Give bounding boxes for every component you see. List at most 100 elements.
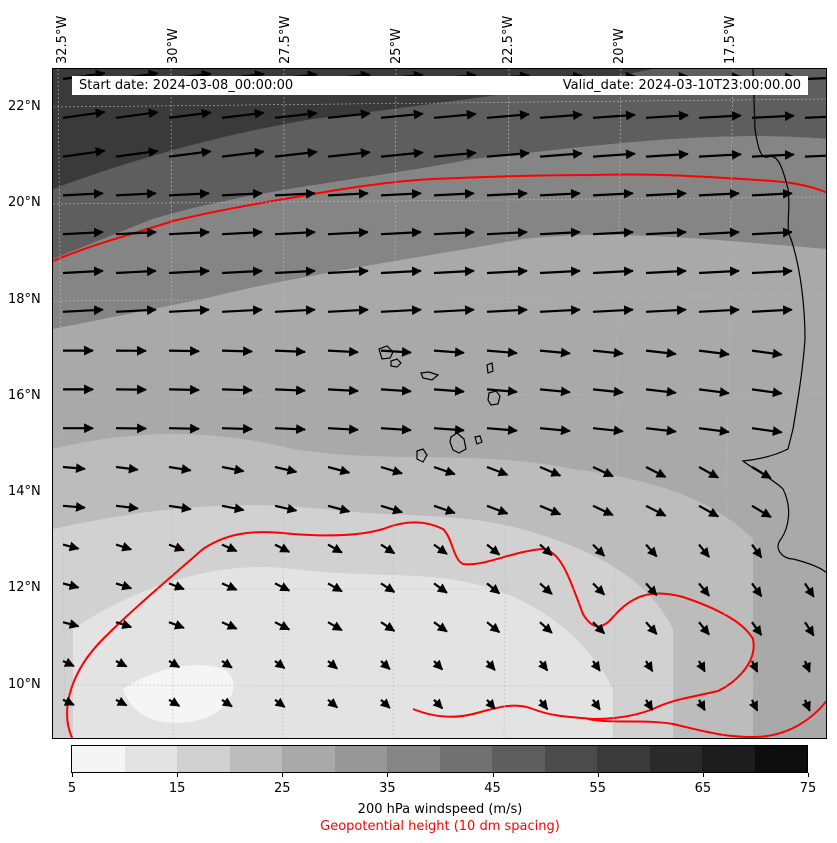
- map-panel: [52, 68, 827, 739]
- wind-arrow: [645, 386, 677, 397]
- latitude-label: 18°N: [8, 292, 41, 307]
- wind-arrow: [698, 425, 730, 436]
- wind-arrow: [539, 227, 581, 238]
- wind-arrow: [221, 503, 245, 514]
- wind-arrow: [801, 699, 811, 712]
- wind-arrow: [485, 660, 496, 671]
- wind-arrow: [592, 305, 634, 316]
- wind-arrow: [592, 386, 624, 397]
- colorbar-tick-label: 15: [168, 781, 186, 796]
- wind-arrow: [62, 108, 106, 119]
- wind-arrow: [432, 659, 444, 671]
- wind-arrow: [274, 346, 306, 357]
- wind-arrow: [538, 660, 549, 672]
- wind-arrow: [485, 698, 496, 710]
- wind-arrow: [698, 543, 710, 558]
- colorbar-segment: [544, 746, 597, 772]
- wind-arrow: [433, 188, 475, 199]
- wind-arrow: [274, 697, 286, 708]
- wind-arrow: [698, 348, 730, 359]
- wind-arrow: [380, 346, 412, 357]
- windspeed-band-darker: [53, 69, 653, 189]
- wind-arrow: [751, 150, 795, 160]
- colorbar-segment: [649, 746, 702, 772]
- wind-arrow: [486, 543, 501, 556]
- wind-arrow: [801, 660, 811, 673]
- wind-arrow: [592, 582, 606, 596]
- wind-arrow: [327, 697, 338, 709]
- wind-arrow: [696, 660, 706, 673]
- wind-arrow: [327, 465, 351, 476]
- wind-arrow: [274, 188, 316, 199]
- wind-arrow: [168, 384, 200, 395]
- wind-arrow: [380, 188, 422, 199]
- colorbar-tick-label: 75: [799, 781, 817, 796]
- wind-arrow: [380, 582, 396, 594]
- wind-arrow: [62, 463, 86, 474]
- wind-arrow: [327, 109, 371, 120]
- wind-arrow: [486, 425, 518, 435]
- colorbar-segment: [72, 746, 125, 772]
- geopotential-contour-southeast: [587, 699, 826, 738]
- wind-arrow: [221, 464, 245, 475]
- wind-arrow: [433, 109, 477, 120]
- map-canvas: [53, 69, 826, 738]
- wind-arrow: [274, 385, 306, 396]
- graticule: [53, 69, 826, 738]
- wind-arrow: [380, 385, 412, 396]
- wind-arrow: [380, 543, 396, 555]
- longitude-label: 20°W: [612, 28, 627, 64]
- wind-arrow: [592, 543, 606, 557]
- wind-arrow: [433, 347, 465, 358]
- wind-arrow: [751, 305, 793, 316]
- wind-arrow: [221, 385, 253, 395]
- colorbar-segment: [754, 746, 807, 772]
- wind-arrow: [327, 582, 343, 593]
- wind-arrow: [380, 504, 403, 515]
- geopotential-contour-south: [66, 521, 755, 738]
- wind-arrow: [115, 502, 139, 513]
- wind-arrow: [433, 465, 456, 476]
- wind-arrow: [645, 149, 689, 160]
- wind-arrow: [274, 543, 291, 553]
- wind-arrow: [698, 266, 740, 277]
- wind-arrow: [539, 582, 553, 595]
- longitude-label: 27.5°W: [278, 15, 293, 64]
- wind-arrow: [168, 423, 200, 434]
- wind-arrow: [486, 347, 518, 358]
- wind-arrow: [221, 227, 263, 238]
- wind-arrow: [168, 697, 181, 707]
- wind-arrow: [696, 699, 706, 712]
- wind-arrow: [698, 188, 740, 199]
- wind-arrow: [592, 347, 624, 358]
- wind-arrow: [539, 188, 581, 199]
- wind-arrow: [698, 582, 710, 597]
- wind-arrow: [62, 696, 75, 706]
- wind-arrow: [486, 266, 528, 277]
- wind-arrow: [432, 698, 444, 710]
- wind-arrow: [592, 110, 636, 121]
- colorbar-tick-label: 55: [589, 781, 606, 796]
- colorbar-segment: [597, 746, 650, 772]
- colorbar-segment: [492, 746, 545, 772]
- wind-arrow: [274, 658, 286, 670]
- wind-arrow: [115, 463, 139, 474]
- colorbar-tickmark: [177, 773, 179, 777]
- wind-arrow: [804, 154, 826, 158]
- wind-arrow: [115, 696, 128, 707]
- wind-arrow: [168, 658, 181, 669]
- wind-arrow: [539, 543, 553, 557]
- colorbar-segment: [334, 746, 387, 772]
- wind-arrow: [486, 386, 518, 397]
- wind-arrow: [538, 699, 549, 711]
- wind-arrow: [327, 346, 359, 357]
- wind-arrow: [751, 543, 763, 559]
- wind-arrow: [274, 424, 306, 435]
- wind-arrow: [221, 266, 263, 277]
- wind-arrow: [115, 580, 133, 591]
- wind-arrow: [327, 266, 369, 277]
- wind-arrow: [592, 266, 634, 277]
- wind-arrow: [168, 147, 212, 158]
- wind-arrow: [221, 620, 238, 630]
- colorbar-segment: [702, 746, 755, 772]
